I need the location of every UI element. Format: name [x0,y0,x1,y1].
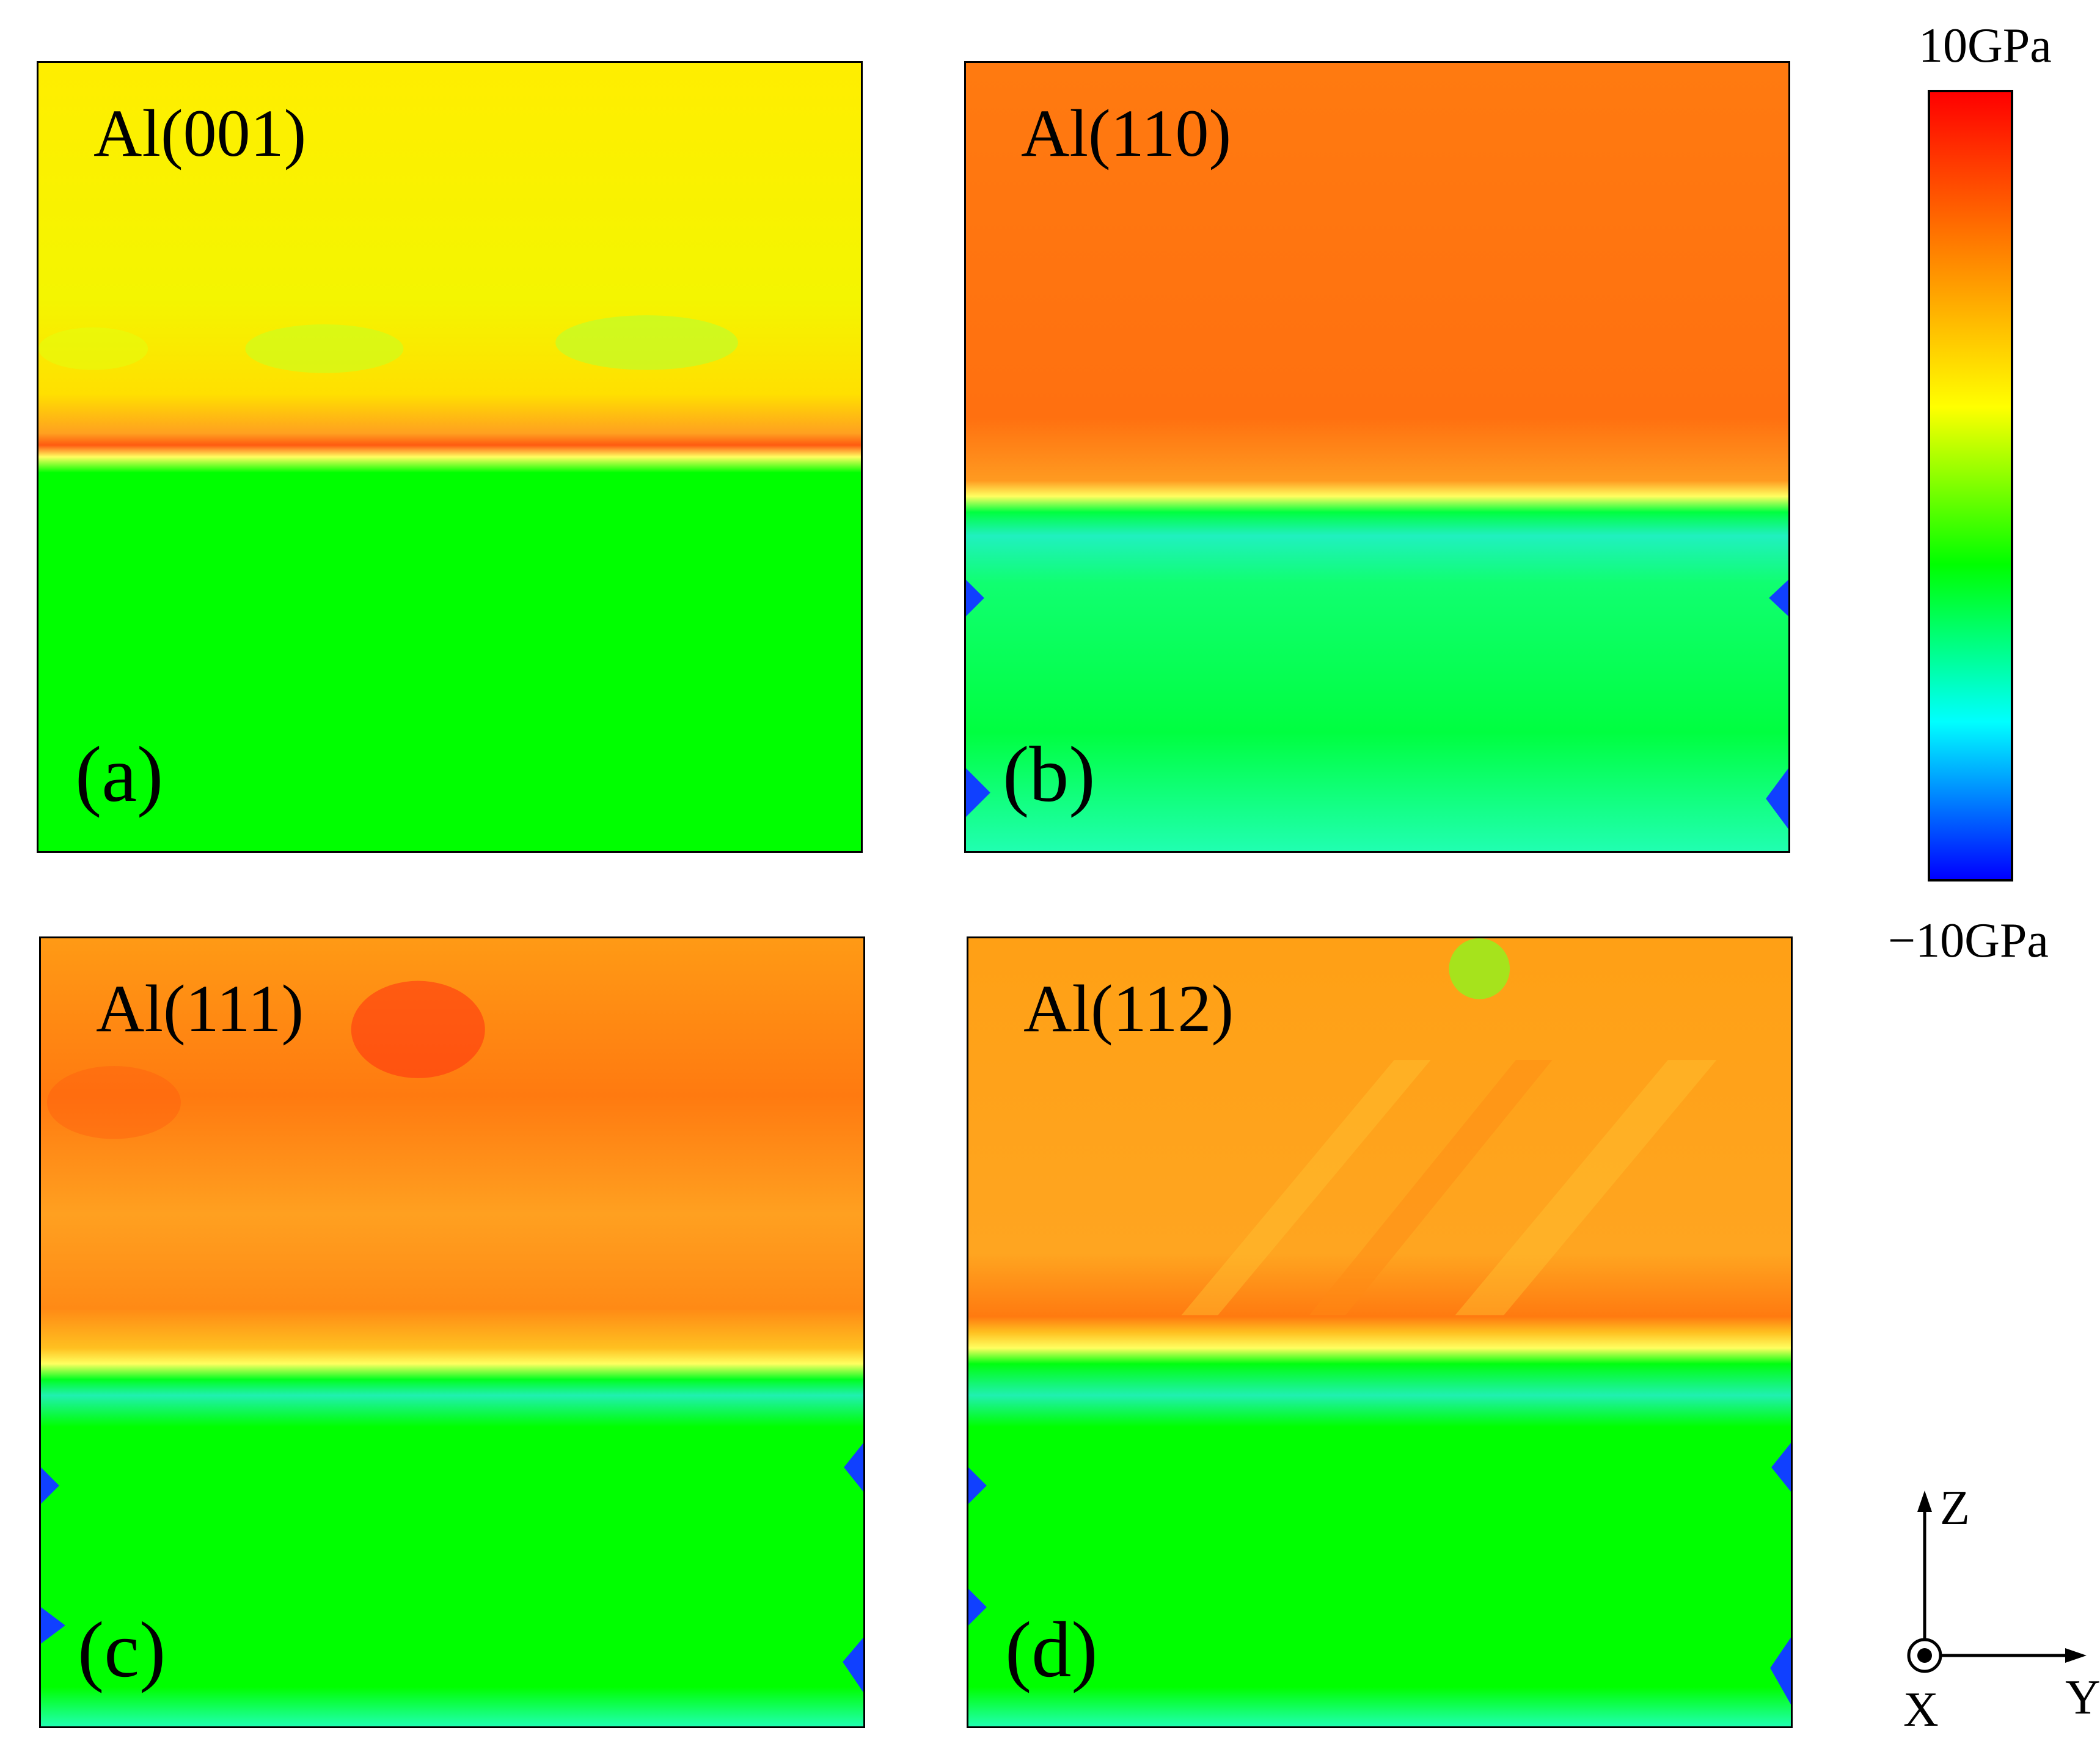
panel-c: Al(111) (c) [39,936,865,1728]
z-axis-label: Z [1940,1484,1970,1535]
z-axis-arrow [1917,1491,1932,1512]
panel-a: Al(001) (a) [37,61,863,853]
y-axis-arrow [2065,1648,2087,1663]
panel-letter-b: (b) [1003,731,1096,819]
panel-b: Al(110) (b) [964,61,1790,853]
colorbar-max-label: 10GPa [1919,19,2052,73]
material-label-c: Al(111) [96,971,304,1046]
axes-indicator: Z Y X [1903,1484,2100,1737]
stress-field-d [968,938,1791,1726]
x-axis-dot [1917,1648,1932,1663]
stress-field-a [38,63,861,851]
x-axis-label: X [1903,1683,1939,1737]
panel-d: Al(112) (d) [967,936,1793,1728]
stress-field-b [966,63,1788,851]
colorbar-min-label: −10GPa [1888,914,2049,968]
y-axis-label: Y [2065,1671,2100,1725]
panel-letter-d: (d) [1005,1606,1098,1694]
material-label-d: Al(112) [1023,971,1234,1046]
material-label-a: Al(001) [93,96,307,170]
panel-letter-c: (c) [78,1606,166,1694]
panel-letter-a: (a) [75,731,164,819]
material-label-b: Al(110) [1021,96,1232,170]
colorbar [1928,90,2013,882]
stress-field-c [41,938,863,1726]
